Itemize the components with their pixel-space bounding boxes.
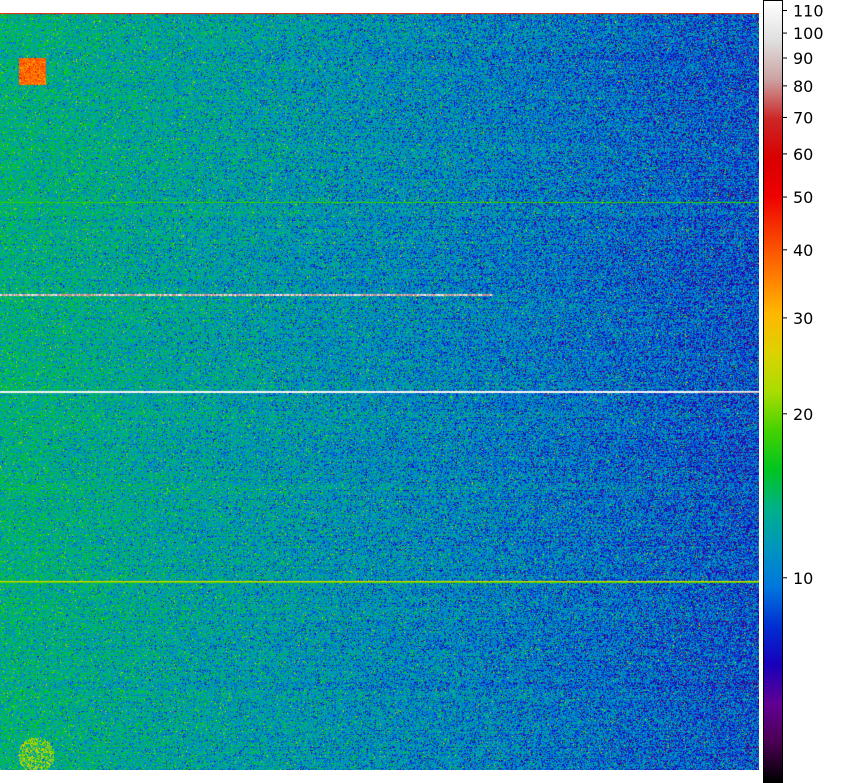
colorbar-tick-label: 90 xyxy=(793,49,813,68)
colorbar-tick-label: 70 xyxy=(793,108,813,127)
colorbar-tick-label: 60 xyxy=(793,145,813,164)
colorbar-tick-label: 40 xyxy=(793,241,813,260)
colorbar-tick-label: 30 xyxy=(793,309,813,328)
colorbar-tick-label: 10 xyxy=(793,569,813,588)
colorbar-tick-label: 110 xyxy=(793,2,824,21)
colorbar-tick-label: 100 xyxy=(793,24,824,43)
colorbar-tick-label: 20 xyxy=(793,405,813,424)
colorbar-tick-label: 80 xyxy=(793,77,813,96)
colorbar xyxy=(763,0,783,783)
detector-image xyxy=(0,13,759,770)
colorbar-tick-label: 50 xyxy=(793,188,813,207)
